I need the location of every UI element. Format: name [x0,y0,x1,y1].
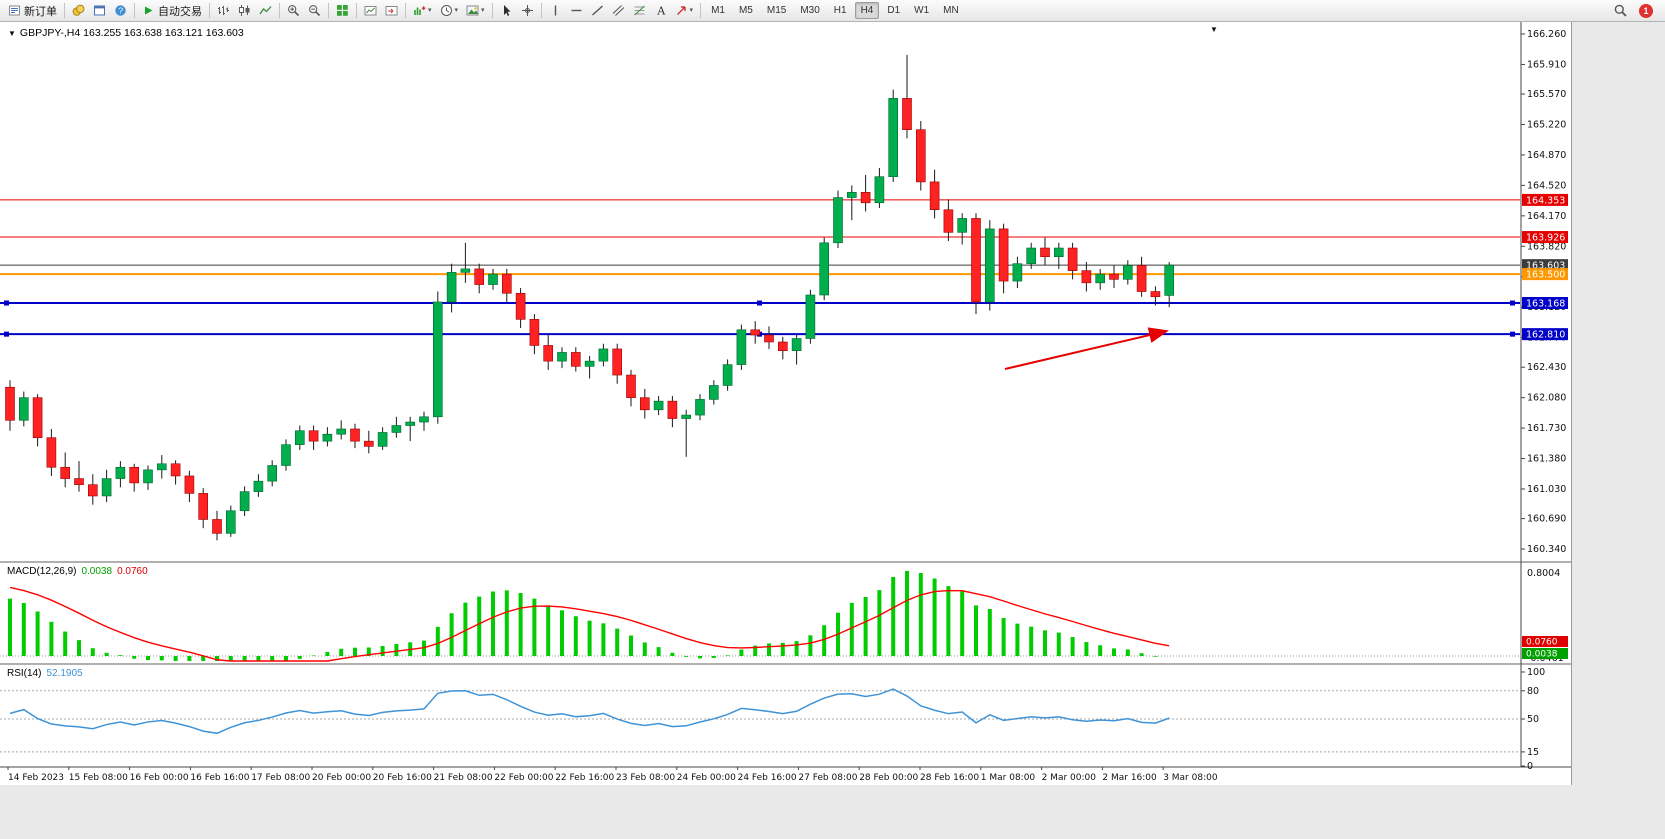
search-icon [1614,4,1627,17]
chevron-down-icon: ▾ [454,7,459,14]
line-chart-button[interactable] [255,1,276,21]
chevron-down-icon: ▾ [428,7,432,14]
text-label-button[interactable]: A [650,1,671,21]
new-order-icon [9,5,20,16]
timeframe-button-h4[interactable]: H4 [854,2,880,19]
zoom-out-button[interactable] [304,1,325,21]
toolbar-separator [700,3,702,18]
zoom-in-button[interactable] [283,1,304,21]
timeframe-button-m1[interactable]: M1 [711,5,725,16]
equidistant-channel-button[interactable] [608,1,629,21]
bar-chart-icon [218,6,229,15]
toolbar-right-cluster: 1 [1610,1,1661,21]
text-label-icon: A [656,5,666,18]
crosshair-button[interactable] [517,1,538,21]
trendline-button[interactable] [587,1,608,21]
data-window-icon [94,5,105,16]
trendline-icon [591,5,603,16]
vertical-line-icon [554,5,556,16]
chevron-down-icon: ▾ [481,7,485,14]
toolbar-separator [134,3,135,18]
data-window-button[interactable] [89,1,110,21]
zoom-in-icon [288,5,300,17]
search-button[interactable] [1610,1,1631,21]
toolbar-separator [540,3,542,18]
notification-badge[interactable]: 1 [1639,3,1653,18]
cursor-button[interactable] [496,1,517,21]
line-chart-icon [259,6,272,15]
fibonacci-button[interactable] [629,1,650,21]
timeframe-button-h1[interactable]: H1 [833,5,847,16]
help-icon: ? [115,5,126,16]
chart-area[interactable] [0,22,1572,785]
crosshair-icon [521,5,533,16]
periods-button[interactable]: ▾ [436,1,463,21]
arrows-tool-button[interactable]: ▾ [671,1,698,21]
chart-shift-icon [364,6,377,16]
auto-trading-button[interactable]: 自动交易 [138,1,206,21]
indicators-button[interactable]: ▾ [409,1,436,21]
timeframe-button-m30[interactable]: M30 [800,5,820,16]
timeframe-button-d1[interactable]: D1 [887,5,901,16]
cursor-icon [503,5,511,16]
zoom-out-icon [309,5,321,17]
toolbar-separator [356,3,357,18]
toolbar-separator [328,3,329,18]
templates-icon [466,5,479,16]
toolbar-separator [209,3,210,18]
toolbar-separator [405,3,406,18]
new-order-label: 新订单 [24,5,57,18]
bar-chart-button[interactable] [213,1,234,21]
chart-shift-button[interactable] [360,1,381,21]
equidistant-channel-icon [612,5,624,16]
new-order-button[interactable]: 新订单 [4,1,61,21]
tile-windows-icon [337,5,348,16]
help-button[interactable]: ? [110,1,131,21]
timeframe-button-m15[interactable]: M15 [766,5,787,16]
timeframe-button-mn[interactable]: MN [943,5,959,16]
periods-icon [440,5,452,16]
toolbar-separator [491,3,493,18]
candlestick-chart-icon [239,5,250,16]
fibonacci-icon [633,5,645,16]
toolbar-separator [64,3,65,18]
main-toolbar: 新订单? 自动交易 ▾ ▾ ▾ A ▾ M1 M5 M15 M30 H1 H4 D1 W1 MN 1 [0,0,1665,22]
vertical-line-button[interactable] [545,1,566,21]
auto-trading-label: 自动交易 [158,5,202,18]
toolbar-separator [279,3,280,18]
timeframe-toolbar: M1 M5 M15 M30 H1 H4 D1 W1 MN [704,0,966,22]
horizontal-line-button[interactable] [566,1,587,21]
chart-autoscroll-icon [385,6,398,16]
toolbar-button-groups: 新订单? 自动交易 ▾ ▾ ▾ A ▾ [4,1,697,21]
market-watch-icon [72,4,85,16]
arrows-tool-icon [676,6,686,15]
indicators-icon [414,6,426,15]
candlestick-chart-button[interactable] [234,1,255,21]
timeframe-button-m5[interactable]: M5 [738,5,753,16]
chevron-down-icon: ▾ [689,7,694,14]
horizontal-line-icon [571,9,582,12]
auto-trading-icon [145,6,153,15]
chart-autoscroll-button[interactable] [381,1,402,21]
svg-text:A: A [656,5,666,18]
templates-button[interactable]: ▾ [462,1,489,21]
market-watch-button[interactable] [68,1,89,21]
tile-windows-button[interactable] [332,1,353,21]
timeframe-button-w1[interactable]: W1 [914,5,930,16]
svg-text:?: ? [118,5,123,15]
